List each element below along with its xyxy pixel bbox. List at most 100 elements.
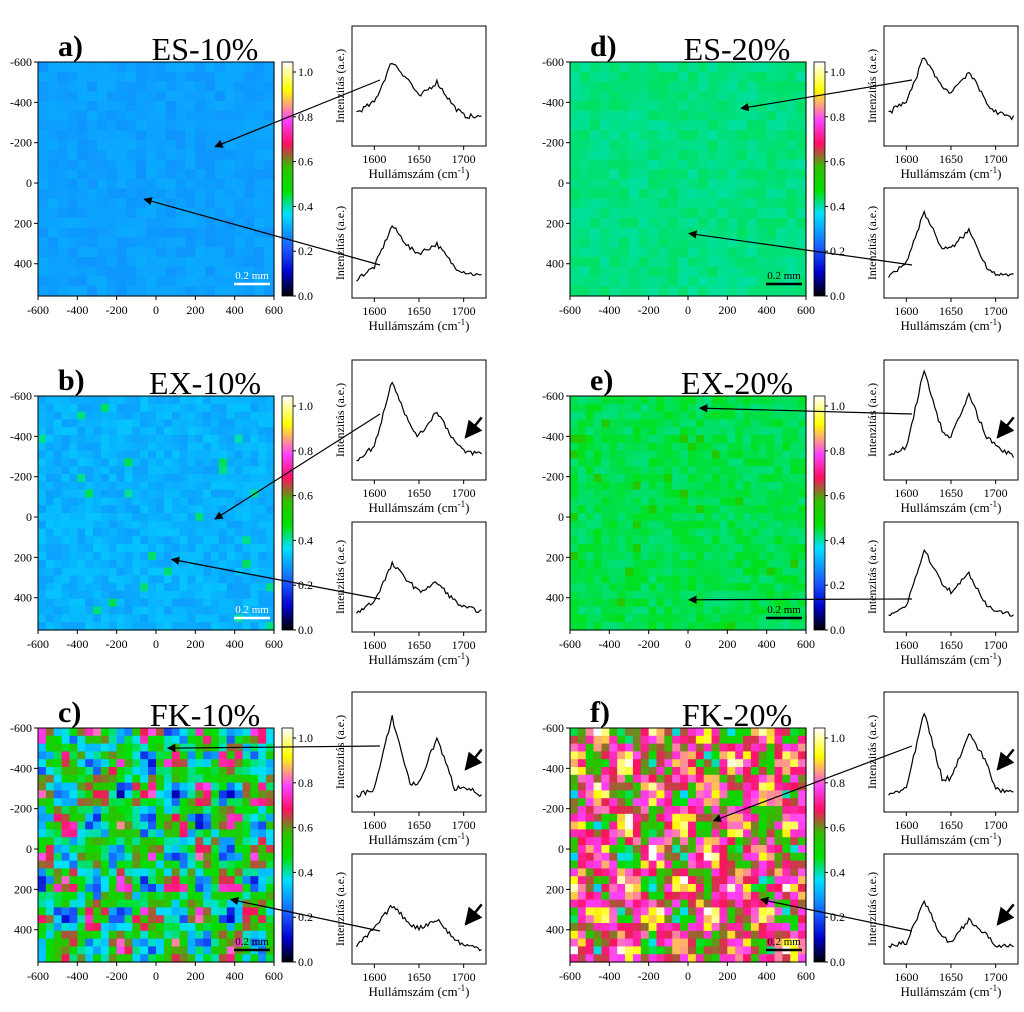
heatmap-cell (148, 427, 157, 436)
heatmap-cell (579, 286, 591, 297)
heatmap-cell (179, 575, 189, 584)
heatmap-cell (250, 829, 259, 838)
heatmap-cell (93, 614, 102, 623)
heatmap-cell (53, 520, 63, 530)
heatmap-cell (756, 237, 768, 248)
heatmap-cell (224, 149, 236, 161)
heatmap-cell (77, 110, 88, 122)
heatmap-cell (609, 954, 618, 963)
heatmap-cell (593, 845, 603, 854)
heatmap-cell (242, 891, 251, 901)
heatmap-cell (601, 774, 610, 784)
heatmap-cell (215, 276, 226, 287)
heatmap-cell (187, 774, 196, 784)
heatmap-cell (585, 411, 595, 420)
heatmap-cell (156, 583, 165, 592)
heatmap-cell (195, 276, 206, 287)
heatmap-cell (648, 536, 658, 545)
heatmap-cell (67, 208, 78, 219)
heatmap-cell (766, 735, 776, 745)
x-tick-label: 0 (153, 637, 159, 651)
heatmap-cell (735, 598, 744, 608)
heatmap-cell (146, 140, 157, 151)
heatmap-cell (711, 876, 721, 885)
heatmap-cell (171, 876, 181, 885)
heatmap-cell (648, 169, 660, 180)
heatmap-cell (735, 813, 744, 823)
heatmap-cell (136, 71, 147, 83)
heatmap-cell (680, 614, 689, 623)
heatmap-cell (116, 227, 128, 239)
heatmap-cell (619, 266, 630, 278)
heatmap-cell (124, 614, 133, 623)
heatmap-cell (148, 450, 157, 459)
heatmap-cell (711, 915, 721, 924)
heatmap-cell (175, 237, 187, 248)
heatmap-cell (53, 419, 63, 428)
heatmap-cell (203, 798, 212, 807)
heatmap-cell (136, 208, 147, 219)
heatmap-cell (116, 567, 126, 576)
heatmap-cell (132, 735, 141, 745)
heatmap-cell (758, 489, 768, 498)
heatmap-cell (234, 450, 244, 459)
heatmap-cell (664, 837, 673, 846)
heatmap-cell (697, 257, 709, 268)
heatmap-cell (148, 559, 157, 569)
heatmap-cell (766, 559, 776, 569)
heatmap-cell (672, 946, 681, 955)
heatmap-cell (786, 257, 797, 268)
heatmap-cell (756, 110, 768, 122)
heatmap-cell (719, 806, 728, 815)
heatmap-cell (766, 237, 778, 248)
y-tick-label: -200 (10, 470, 32, 484)
heatmap-cell (766, 606, 776, 615)
heatmap-cell (707, 247, 719, 258)
heatmap-cell (132, 884, 141, 893)
heatmap-cell (589, 227, 601, 239)
heatmap-cell (756, 169, 768, 180)
heatmap-cell (106, 227, 118, 239)
heatmap-cell (750, 751, 760, 760)
heatmap-cell (132, 622, 141, 631)
heatmap-cell (625, 899, 634, 908)
heatmap-cell (171, 528, 181, 537)
heatmap-cell (234, 837, 244, 846)
heatmap-cell (585, 782, 595, 791)
heatmap-cell (638, 247, 650, 258)
heatmap-cell (570, 474, 579, 483)
heatmap-cell (585, 552, 595, 561)
x-tick-label: 600 (797, 637, 815, 651)
heatmap-cell (711, 474, 721, 483)
heatmap-cell (132, 567, 141, 576)
heatmap-cell (743, 614, 752, 623)
heatmap-cell (38, 622, 47, 631)
heatmap-cell (77, 149, 88, 161)
heatmap-cell (85, 821, 94, 830)
heatmap-cell (688, 915, 697, 924)
heatmap-cell (766, 62, 778, 73)
heatmap-cell (609, 130, 620, 141)
heatmap-cell (266, 829, 275, 838)
heatmap-cell (195, 591, 204, 600)
heatmap-cell (695, 884, 705, 893)
heatmap-cell (85, 489, 94, 498)
heatmap-cell (577, 598, 587, 608)
heatmap-cell (218, 954, 228, 963)
heatmap-cell (680, 759, 689, 768)
heatmap-cell (570, 466, 579, 475)
heatmap-cell (165, 198, 177, 209)
heatmap-cell (743, 891, 752, 901)
heatmap-cell (69, 474, 78, 483)
heatmap-cell (179, 790, 189, 799)
heatmap-cell (664, 544, 673, 553)
heatmap-cell (656, 606, 665, 615)
heatmap-cell (203, 923, 212, 932)
heatmap-cell (61, 899, 71, 908)
heatmap-cell (632, 774, 642, 784)
heatmap-cell (146, 159, 157, 170)
heatmap-cell (211, 481, 220, 491)
heatmap-cell (242, 728, 251, 737)
heatmap-cell (688, 188, 699, 200)
heatmap-cell (234, 276, 246, 287)
